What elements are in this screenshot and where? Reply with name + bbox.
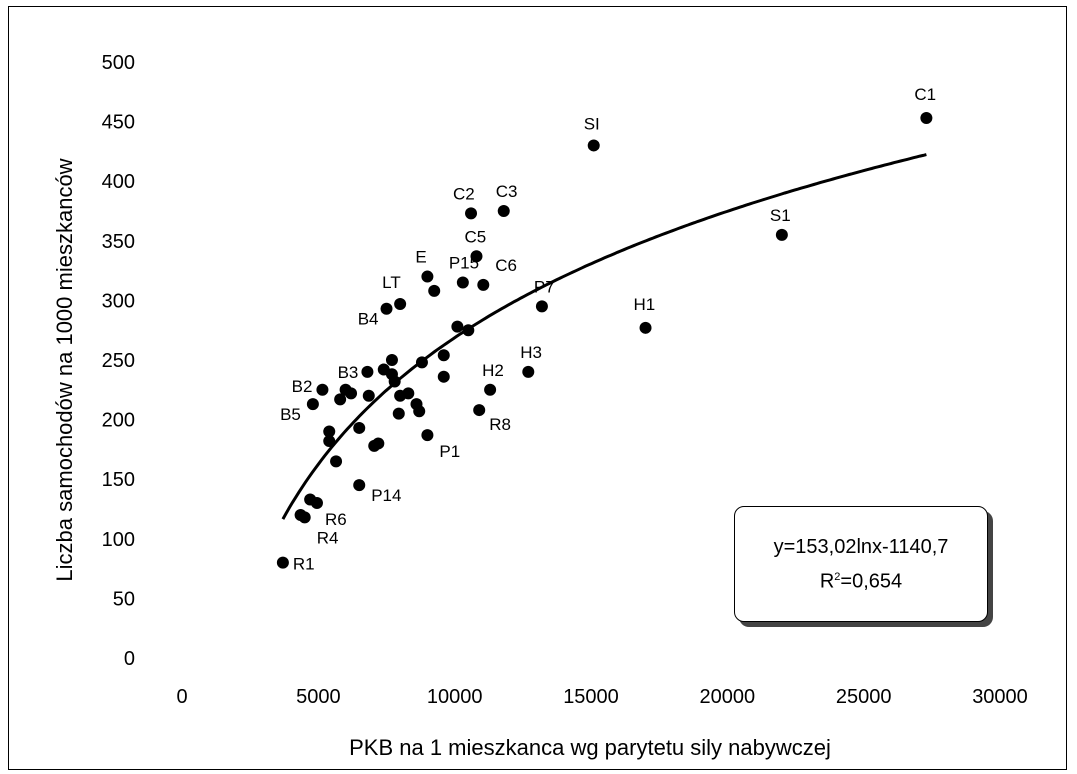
data-point [276,556,289,569]
point-label: P7 [534,277,555,296]
data-point [334,393,347,406]
point-label: B2 [292,377,313,396]
point-label: H2 [482,361,504,380]
data-point [465,207,478,220]
point-label: E [415,248,426,267]
point-label: C6 [495,256,517,275]
data-point [415,356,428,369]
trend-line [281,153,927,520]
data-point [323,425,336,438]
point-label: B4 [358,310,379,329]
data-point [477,278,490,291]
data-point [428,284,441,297]
point-label: B5 [280,405,301,424]
point-label: P15 [449,254,479,273]
point-label: P14 [371,486,401,505]
data-point [470,250,483,263]
data-point [306,398,319,411]
point-label: S1 [770,206,791,225]
data-point [437,370,450,383]
point-label: C1 [914,85,936,104]
data-points [276,112,933,569]
data-point [310,497,323,510]
point-label: C5 [464,227,486,246]
r-squared-line: R2=0,654 [819,570,903,593]
y-axis-label: Liczba samochodów na 1000 mieszkanców [52,158,77,581]
y-tick-label: 350 [102,231,135,253]
data-point [775,228,788,241]
y-tick-label: 200 [102,410,135,432]
data-point [639,321,652,334]
point-label: H1 [634,295,656,314]
data-point [497,205,510,217]
data-point [394,297,407,310]
y-tick-label: 300 [102,290,135,312]
point-label: SI [584,114,600,133]
data-point [451,320,464,333]
data-point [437,349,450,362]
regression-equation-box: y=153,02lnx-1140,7 R2=0,654 [734,506,988,622]
point-label: P1 [439,442,460,461]
data-point [484,383,497,396]
data-point [587,139,600,152]
data-point [413,405,426,418]
y-tick-label: 150 [102,469,135,491]
y-tick-label: 500 [102,52,135,74]
data-point [372,437,385,450]
data-point [385,354,398,366]
data-point [388,375,401,388]
data-point [522,365,535,378]
data-point [421,270,434,283]
data-point [402,387,415,400]
data-point [473,404,486,417]
data-point [392,407,405,420]
data-point [353,479,366,492]
point-label: C3 [496,182,518,201]
x-tick-label: 30000 [972,686,1028,708]
chart-frame [8,6,1067,770]
x-tick-label: 25000 [836,686,892,708]
y-tick-label: 100 [102,529,135,551]
data-point [421,429,434,442]
point-label: R4 [317,528,339,547]
point-label: R8 [489,415,511,434]
x-tick-label: 10000 [427,686,483,708]
data-point [361,365,374,378]
x-tick-label: 15000 [563,686,619,708]
data-point [920,112,933,125]
data-point [353,421,366,434]
data-point [380,302,393,315]
x-tick-label: 20000 [700,686,756,708]
regression-equation: y=153,02lnx-1140,7 [773,535,949,558]
data-point [535,300,548,313]
data-point [362,389,375,402]
data-point [330,455,343,468]
data-point [462,324,475,337]
data-point [316,383,329,396]
data-point [298,511,311,524]
x-tick-label: 5000 [296,686,341,708]
data-point [323,435,336,448]
x-tick-label: 0 [176,686,187,708]
y-tick-label: 250 [102,350,135,372]
y-axis-ticks: 0 50 100 150 200 250 300 350 400 450 500 [102,52,135,670]
data-point [345,387,358,400]
y-tick-label: 0 [124,648,135,670]
x-axis-ticks: 0 5000 10000 15000 20000 25000 30000 [176,686,1027,708]
y-tick-label: 450 [102,112,135,134]
point-label: H3 [520,343,542,362]
point-label: R1 [293,555,315,574]
point-label: LT [382,273,401,292]
point-label: C2 [453,184,475,203]
y-tick-label: 50 [113,588,135,610]
point-label: B3 [338,363,359,382]
y-tick-label: 400 [102,171,135,193]
point-label: R6 [325,510,347,529]
data-point [456,276,469,289]
x-axis-label: PKB na 1 mieszkanca wg parytetu sily nab… [349,735,831,760]
